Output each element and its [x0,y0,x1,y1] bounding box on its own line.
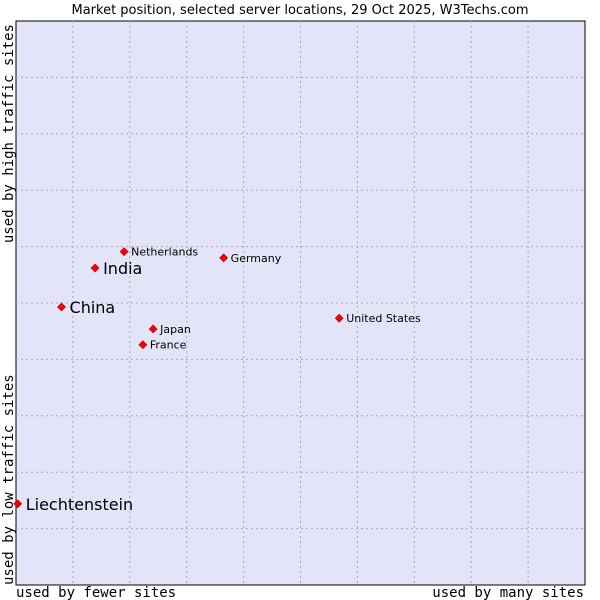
data-point-india: India [90,259,142,278]
marker-liechtenstein [13,499,23,509]
label-japan: Japan [159,323,191,336]
label-liechtenstein: Liechtenstein [26,495,133,514]
label-netherlands: Netherlands [131,246,198,259]
label-india: India [103,259,142,278]
data-point-france: France [138,339,187,352]
x-axis-label-low: used by fewer sites [16,585,176,600]
label-united-states: United States [346,312,421,325]
data-point-japan: Japan [148,323,191,336]
marker-germany [219,253,229,263]
data-point-netherlands: Netherlands [119,246,198,259]
y-axis-label-low: used by low traffic sites [1,374,17,585]
label-germany: Germany [231,252,282,265]
marker-netherlands [119,247,129,257]
label-france: France [150,339,187,352]
marker-japan [148,324,158,334]
data-point-china: China [57,298,116,317]
data-point-germany: Germany [219,252,282,265]
label-china: China [70,298,116,317]
marker-france [138,340,148,350]
marker-india [90,263,100,273]
marker-united-states [334,313,344,323]
chart-title: Market position, selected server locatio… [71,3,528,18]
grid-lines [16,21,585,585]
x-axis-label-high: used by many sites [432,585,584,600]
marker-china [57,302,66,312]
data-point-united-states: United States [334,312,421,325]
y-axis-label-high: used by high traffic sites [1,24,17,243]
data-point-liechtenstein: Liechtenstein [13,495,133,514]
